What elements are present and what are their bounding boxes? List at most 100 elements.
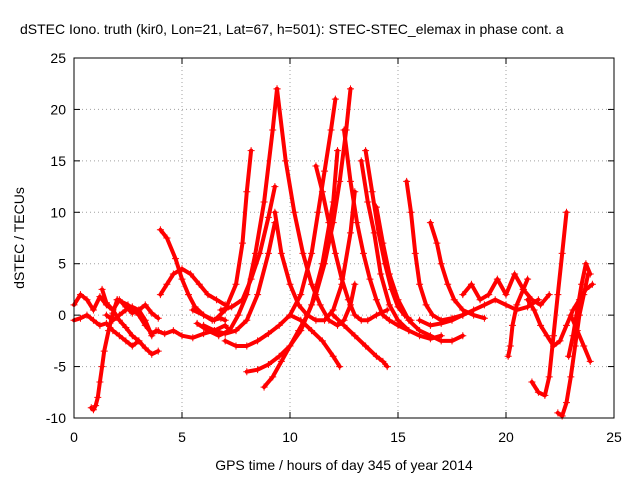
data-point — [98, 363, 106, 371]
data-point — [295, 301, 303, 309]
data-point — [299, 249, 307, 257]
data-point — [558, 249, 566, 257]
data-point — [96, 293, 104, 301]
data-point — [562, 321, 570, 329]
data-point — [156, 226, 164, 234]
data-point — [459, 311, 467, 319]
data-point — [83, 311, 91, 319]
y-tick-label: 0 — [58, 307, 66, 323]
data-point — [554, 409, 562, 417]
data-point — [260, 383, 268, 391]
data-point — [128, 332, 136, 340]
data-point — [383, 363, 391, 371]
data-point — [318, 337, 326, 345]
data-point — [534, 388, 542, 396]
data-point — [303, 311, 311, 319]
data-point — [405, 316, 413, 324]
y-tick-label: -5 — [54, 359, 67, 375]
data-point — [524, 275, 532, 283]
data-point — [325, 219, 333, 227]
data-point — [357, 157, 365, 165]
data-point — [232, 280, 240, 288]
data-point — [318, 188, 326, 196]
data-point — [269, 126, 277, 134]
data-point — [308, 280, 316, 288]
data-point — [567, 373, 575, 381]
data-point — [94, 393, 102, 401]
data-point — [562, 399, 570, 407]
data-point — [247, 147, 255, 155]
series-trace — [331, 313, 390, 369]
data-point — [238, 239, 246, 247]
data-series — [426, 219, 488, 322]
data-point — [109, 306, 117, 314]
series-trace — [190, 148, 254, 323]
data-point — [210, 316, 218, 324]
data-point — [286, 280, 294, 288]
data-point — [243, 368, 251, 376]
data-point — [502, 291, 510, 299]
data-series — [504, 275, 532, 360]
data-point — [264, 213, 272, 221]
data-point — [385, 270, 393, 278]
x-tick-label: 20 — [498, 429, 514, 445]
data-point — [295, 327, 303, 335]
data-point — [580, 342, 588, 350]
data-point — [556, 337, 564, 345]
data-point — [135, 337, 143, 345]
data-point — [331, 95, 339, 103]
x-tick-label: 10 — [282, 429, 298, 445]
data-point — [269, 373, 277, 381]
data-point — [508, 321, 516, 329]
data-point — [346, 85, 354, 93]
data-series — [528, 208, 570, 399]
data-point — [470, 306, 478, 314]
data-point — [366, 275, 374, 283]
data-point — [286, 342, 294, 350]
data-series — [357, 157, 445, 343]
data-point — [271, 183, 279, 191]
data-point — [275, 352, 283, 360]
data-point — [372, 311, 380, 319]
data-point — [565, 352, 573, 360]
chart-title: dSTEC Iono. truth (kir0, Lon=21, Lat=67,… — [20, 21, 564, 37]
data-point — [102, 299, 110, 307]
data-point — [550, 342, 558, 350]
data-point — [161, 330, 169, 338]
data-point — [217, 306, 225, 314]
data-point — [264, 249, 272, 257]
data-point — [567, 311, 575, 319]
data-point — [582, 260, 590, 268]
data-point — [528, 378, 536, 386]
data-point — [403, 177, 411, 185]
data-point — [204, 291, 212, 299]
data-point — [221, 337, 229, 345]
data-point — [297, 316, 305, 324]
data-point — [189, 306, 197, 314]
data-point — [351, 311, 359, 319]
data-point — [372, 352, 380, 360]
data-point — [336, 363, 344, 371]
data-point — [545, 291, 553, 299]
data-point — [416, 280, 424, 288]
data-point — [221, 330, 229, 338]
data-point — [493, 275, 501, 283]
series-trace — [262, 86, 353, 390]
data-point — [89, 316, 97, 324]
data-point — [232, 342, 240, 350]
data-point — [232, 327, 240, 335]
data-point — [550, 332, 558, 340]
data-point — [329, 352, 337, 360]
data-point — [578, 280, 586, 288]
data-point — [541, 391, 549, 399]
data-point — [377, 270, 385, 278]
data-point — [163, 234, 171, 242]
data-point — [122, 337, 130, 345]
data-series — [312, 162, 391, 324]
data-point — [178, 265, 186, 273]
data-point — [351, 332, 359, 340]
data-point — [169, 327, 177, 335]
data-point — [364, 198, 372, 206]
data-series — [189, 147, 255, 324]
data-point — [148, 309, 156, 317]
